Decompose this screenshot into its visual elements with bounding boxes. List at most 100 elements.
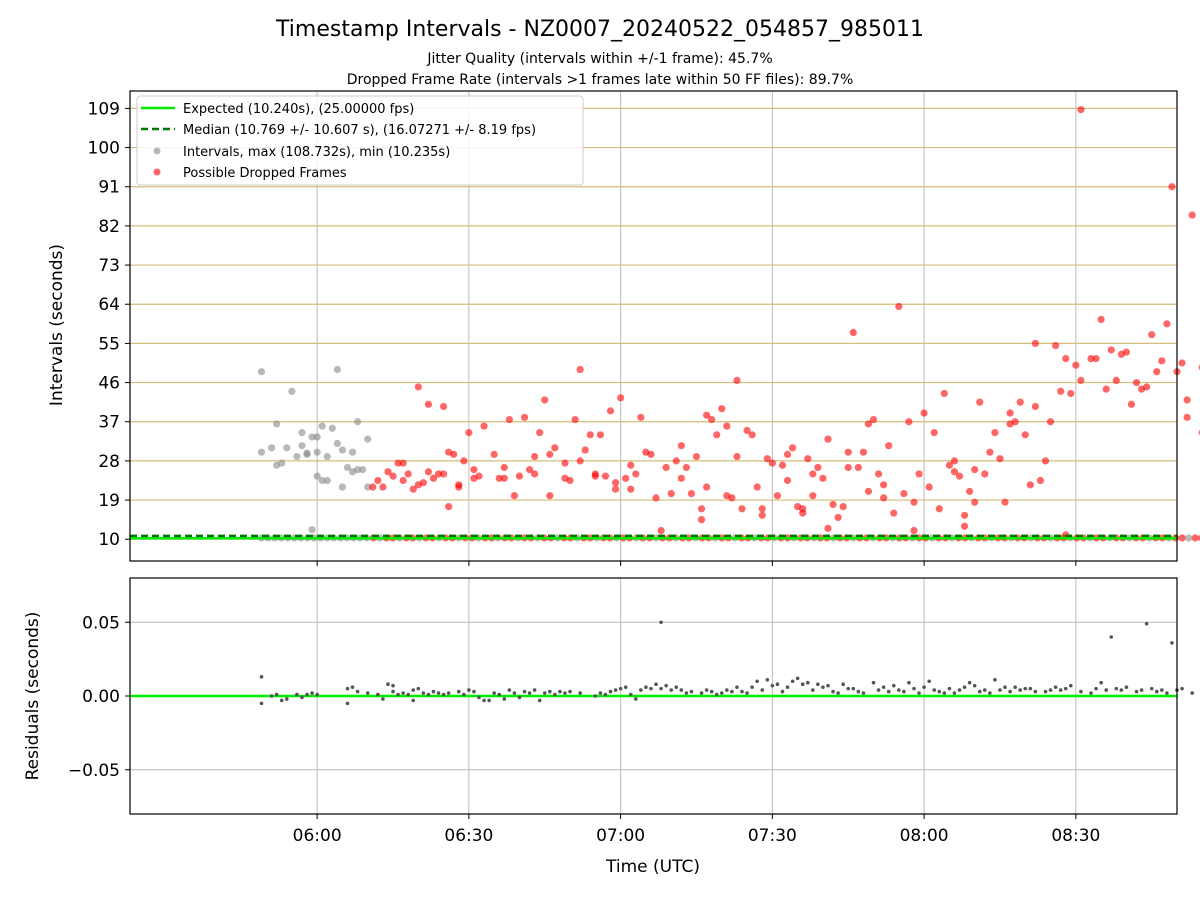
interval-point: [257, 368, 266, 376]
residual-point: [1180, 686, 1184, 691]
residual-point: [386, 682, 390, 686]
x-tick-label: 07:30: [748, 826, 797, 846]
residual-point: [674, 685, 679, 689]
dropped-frame-point: [1178, 359, 1186, 367]
x-axis-label: Time (UTC): [605, 857, 700, 877]
residual-point: [300, 695, 304, 700]
residual-point: [411, 698, 416, 703]
interval-point: [308, 433, 316, 441]
dropped-frame-point: [1057, 387, 1065, 395]
dropped-frame-point: [874, 470, 883, 478]
dropped-frame-point: [510, 492, 519, 500]
dropped-frame-point: [480, 422, 488, 430]
residual-point: [886, 689, 891, 694]
interval-point: [354, 466, 362, 474]
dropped-frame-point: [960, 522, 969, 530]
dropped-frame-point: [728, 494, 736, 502]
interval-point: [1185, 534, 1193, 542]
residual-point: [1099, 680, 1103, 685]
dropped-frame-point: [768, 459, 776, 467]
residuals-plot-frame: [129, 577, 1178, 815]
y-tick-label: −0.05: [68, 761, 120, 781]
residual-point: [957, 688, 962, 692]
dropped-frame-point: [505, 415, 513, 424]
dropped-frame-point: [804, 455, 812, 463]
dropped-frame-point: [733, 376, 741, 384]
residual-point: [618, 686, 623, 691]
y-tick-label: 19: [98, 491, 120, 511]
dropped-frame-point: [829, 500, 837, 509]
residual-point: [760, 688, 765, 692]
residual-point: [679, 688, 684, 692]
residual-point: [775, 682, 780, 686]
dropped-frame-point: [409, 485, 417, 493]
residual-point: [669, 688, 674, 692]
dropped-frame-point: [424, 400, 433, 408]
residual-point: [780, 689, 785, 694]
residual-point: [1109, 635, 1114, 639]
interval-point: [354, 418, 362, 426]
residual-point: [1013, 685, 1017, 689]
residual-point: [795, 676, 800, 681]
interval-point: [308, 526, 316, 534]
residual-point: [998, 688, 1002, 692]
dropped-frame-point: [677, 474, 685, 482]
residual-point: [345, 701, 350, 706]
interval-point: [333, 365, 341, 374]
dropped-frame-point: [1072, 361, 1080, 369]
residual-point: [922, 685, 926, 689]
dropped-frame-point: [713, 431, 721, 439]
dropped-frame-point: [445, 503, 453, 511]
dropped-frame-point: [809, 470, 817, 478]
dropped-frame-point: [834, 513, 842, 522]
interval-point: [268, 444, 276, 452]
residual-point: [633, 697, 638, 701]
dropped-frame-point: [905, 418, 913, 426]
residual-point: [426, 692, 431, 697]
dropped-frame-point: [591, 470, 599, 478]
dropped-frame-point: [778, 461, 787, 469]
residual-point: [1023, 686, 1028, 691]
residual-point: [537, 698, 542, 703]
residual-point: [982, 688, 987, 692]
dropped-frame-point: [647, 450, 655, 458]
dropped-frame-point: [824, 524, 832, 532]
interval-point: [318, 422, 326, 430]
dropped-frame-point: [1158, 357, 1166, 365]
interval-point: [313, 448, 321, 456]
residual-point: [1139, 688, 1144, 692]
dropped-frame-point: [531, 452, 539, 461]
residual-point: [391, 683, 395, 688]
dropped-frame-point: [561, 459, 569, 467]
interval-point: [318, 476, 326, 485]
dropped-frame-point: [637, 413, 645, 421]
dropped-frame-point: [1097, 315, 1105, 324]
dropped-frame-point: [738, 505, 746, 513]
dropped-frame-point: [910, 498, 918, 506]
residual-point: [1165, 691, 1169, 695]
dropped-frame-point: [399, 459, 407, 467]
residual-point: [659, 620, 663, 625]
residual-point: [497, 692, 502, 697]
residual-point: [1149, 686, 1154, 691]
dropped-frame-point: [1188, 211, 1196, 219]
residual-point: [542, 691, 547, 695]
dropped-frame-point: [809, 492, 817, 500]
dropped-frame-point: [384, 468, 392, 476]
residual-point: [704, 688, 709, 692]
y-axis-label-residuals: Residuals (seconds): [23, 612, 43, 781]
dropped-frame-point: [652, 494, 660, 502]
interval-point: [257, 448, 266, 456]
interval-point: [313, 433, 321, 441]
dropped-frame-point: [551, 444, 559, 452]
residual-point: [714, 692, 719, 697]
legend-median-label: Median (10.769 +/- 10.607 s), (16.07271 …: [183, 123, 536, 138]
residual-point: [477, 695, 481, 700]
dropped-frame-point: [880, 494, 888, 502]
dropped-frame-point: [1052, 341, 1060, 350]
dropped-frame-point: [783, 476, 792, 485]
dropped-frame-point: [844, 448, 852, 456]
y-tick-label: 109: [88, 99, 120, 119]
dropped-frame-point: [546, 492, 554, 500]
dropped-frame-point: [839, 503, 847, 511]
